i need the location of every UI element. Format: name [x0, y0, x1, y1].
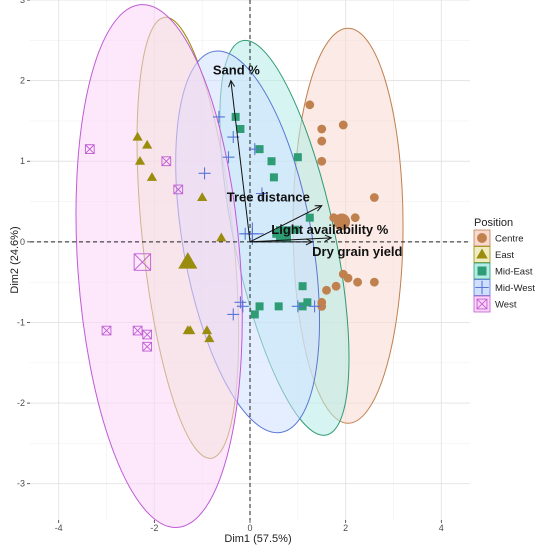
- point-mid-west: [255, 187, 268, 200]
- y-tick-label: -3: [17, 479, 25, 489]
- x-tick-label: 2: [343, 523, 348, 533]
- point-mid-east: [267, 157, 276, 166]
- point-centre: [353, 277, 363, 287]
- variable-label: Light availability %: [271, 222, 388, 237]
- y-axis-title: Dim2 (24.6%): [9, 226, 21, 293]
- point-mid-west: [291, 300, 304, 313]
- legend-label-east: East: [495, 250, 514, 261]
- point-centre: [317, 124, 327, 134]
- point-mid-east: [305, 213, 314, 222]
- variable-label: Dry grain yield: [312, 244, 402, 259]
- legend-marker-centre: [477, 233, 487, 243]
- x-tick-label: 0: [247, 523, 252, 533]
- point-east: [142, 139, 153, 149]
- point-centre: [317, 136, 327, 146]
- point-west: [101, 325, 112, 336]
- point-east: [216, 232, 227, 242]
- variable-label: Sand %: [213, 63, 260, 78]
- y-tick-label: 3: [20, 0, 25, 5]
- centroid-mid-east: [275, 226, 291, 242]
- point-west: [142, 341, 153, 352]
- arrow-line: [249, 237, 332, 243]
- point-mid-east: [291, 225, 300, 234]
- point-east: [201, 325, 213, 335]
- x-tick-label: -2: [150, 523, 158, 533]
- point-centre: [338, 120, 348, 130]
- point-mid-west: [212, 110, 225, 123]
- y-tick-label: -1: [17, 317, 25, 327]
- point-mid-west: [227, 308, 240, 321]
- point-centre: [317, 156, 327, 166]
- legend-label-west: West: [495, 300, 517, 311]
- data-points: [84, 100, 379, 352]
- point-mid-west: [222, 151, 235, 164]
- tick-labels: -4 -2 0 2 4 -3 -2 -1 0 1 2 3: [17, 0, 444, 533]
- arrow-line: [249, 205, 322, 243]
- point-mid-west: [248, 143, 261, 156]
- point-centre: [317, 301, 327, 311]
- x-axis-title: Dim1 (57.5%): [224, 533, 291, 545]
- point-mid-east: [293, 153, 302, 162]
- legend-label-mid-west: Mid-West: [495, 283, 535, 294]
- point-east: [197, 192, 208, 202]
- centroid-east: [178, 252, 198, 269]
- centroid-west: [133, 253, 152, 271]
- point-east: [185, 325, 196, 335]
- point-mid-east: [236, 124, 245, 133]
- point-east: [204, 333, 215, 343]
- point-centre: [350, 213, 360, 223]
- x-tick-label: 4: [439, 523, 444, 533]
- point-centre: [331, 281, 341, 291]
- point-west: [161, 156, 172, 167]
- point-mid-east: [274, 302, 283, 311]
- point-centre: [305, 100, 315, 110]
- y-tick-label: 2: [20, 76, 25, 86]
- point-mid-east: [255, 302, 264, 311]
- y-tick-label: 0: [20, 237, 25, 247]
- legend: Position Centre East Mid-East Mid-West West: [473, 217, 535, 313]
- point-centre: [322, 285, 331, 295]
- variable-label: Tree distance: [227, 190, 310, 205]
- arrow-head: [314, 205, 323, 212]
- arrow-head: [305, 238, 314, 246]
- point-east: [132, 131, 143, 141]
- x-tick-label: -4: [55, 523, 63, 533]
- point-mid-east: [269, 173, 278, 182]
- point-mid-west: [198, 167, 211, 180]
- point-east: [146, 172, 158, 181]
- legend-label-centre: Centre: [495, 234, 524, 245]
- legend-marker-east: [476, 248, 488, 259]
- point-centre: [369, 277, 379, 287]
- point-centre: [369, 193, 379, 202]
- point-west: [173, 184, 184, 195]
- legend-title: Position: [474, 217, 513, 229]
- point-west: [142, 329, 153, 340]
- point-west: [132, 325, 143, 336]
- legend-marker-mid-west: [475, 280, 489, 295]
- centroid-centre: [333, 213, 351, 230]
- point-mid-east: [298, 282, 307, 291]
- point-mid-west: [308, 300, 321, 313]
- point-mid-east: [303, 298, 312, 307]
- arrow-head: [324, 234, 333, 242]
- variable-arrows: Sand % Tree distance Light availability % D…: [213, 63, 403, 259]
- point-centre: [343, 273, 353, 283]
- point-west: [84, 144, 95, 154]
- point-east: [134, 155, 146, 165]
- point-mid-east: [250, 310, 259, 319]
- legend-marker-mid-east: [477, 266, 487, 276]
- y-tick-label: -2: [17, 398, 25, 408]
- legend-label-mid-east: Mid-East: [495, 267, 533, 278]
- ellipse-west: [75, 4, 243, 528]
- legend-marker-west: [476, 298, 488, 310]
- arrow-head: [228, 79, 236, 88]
- point-mid-west: [236, 300, 249, 313]
- y-tick-label: 1: [20, 156, 25, 166]
- arrow-line: [230, 80, 251, 242]
